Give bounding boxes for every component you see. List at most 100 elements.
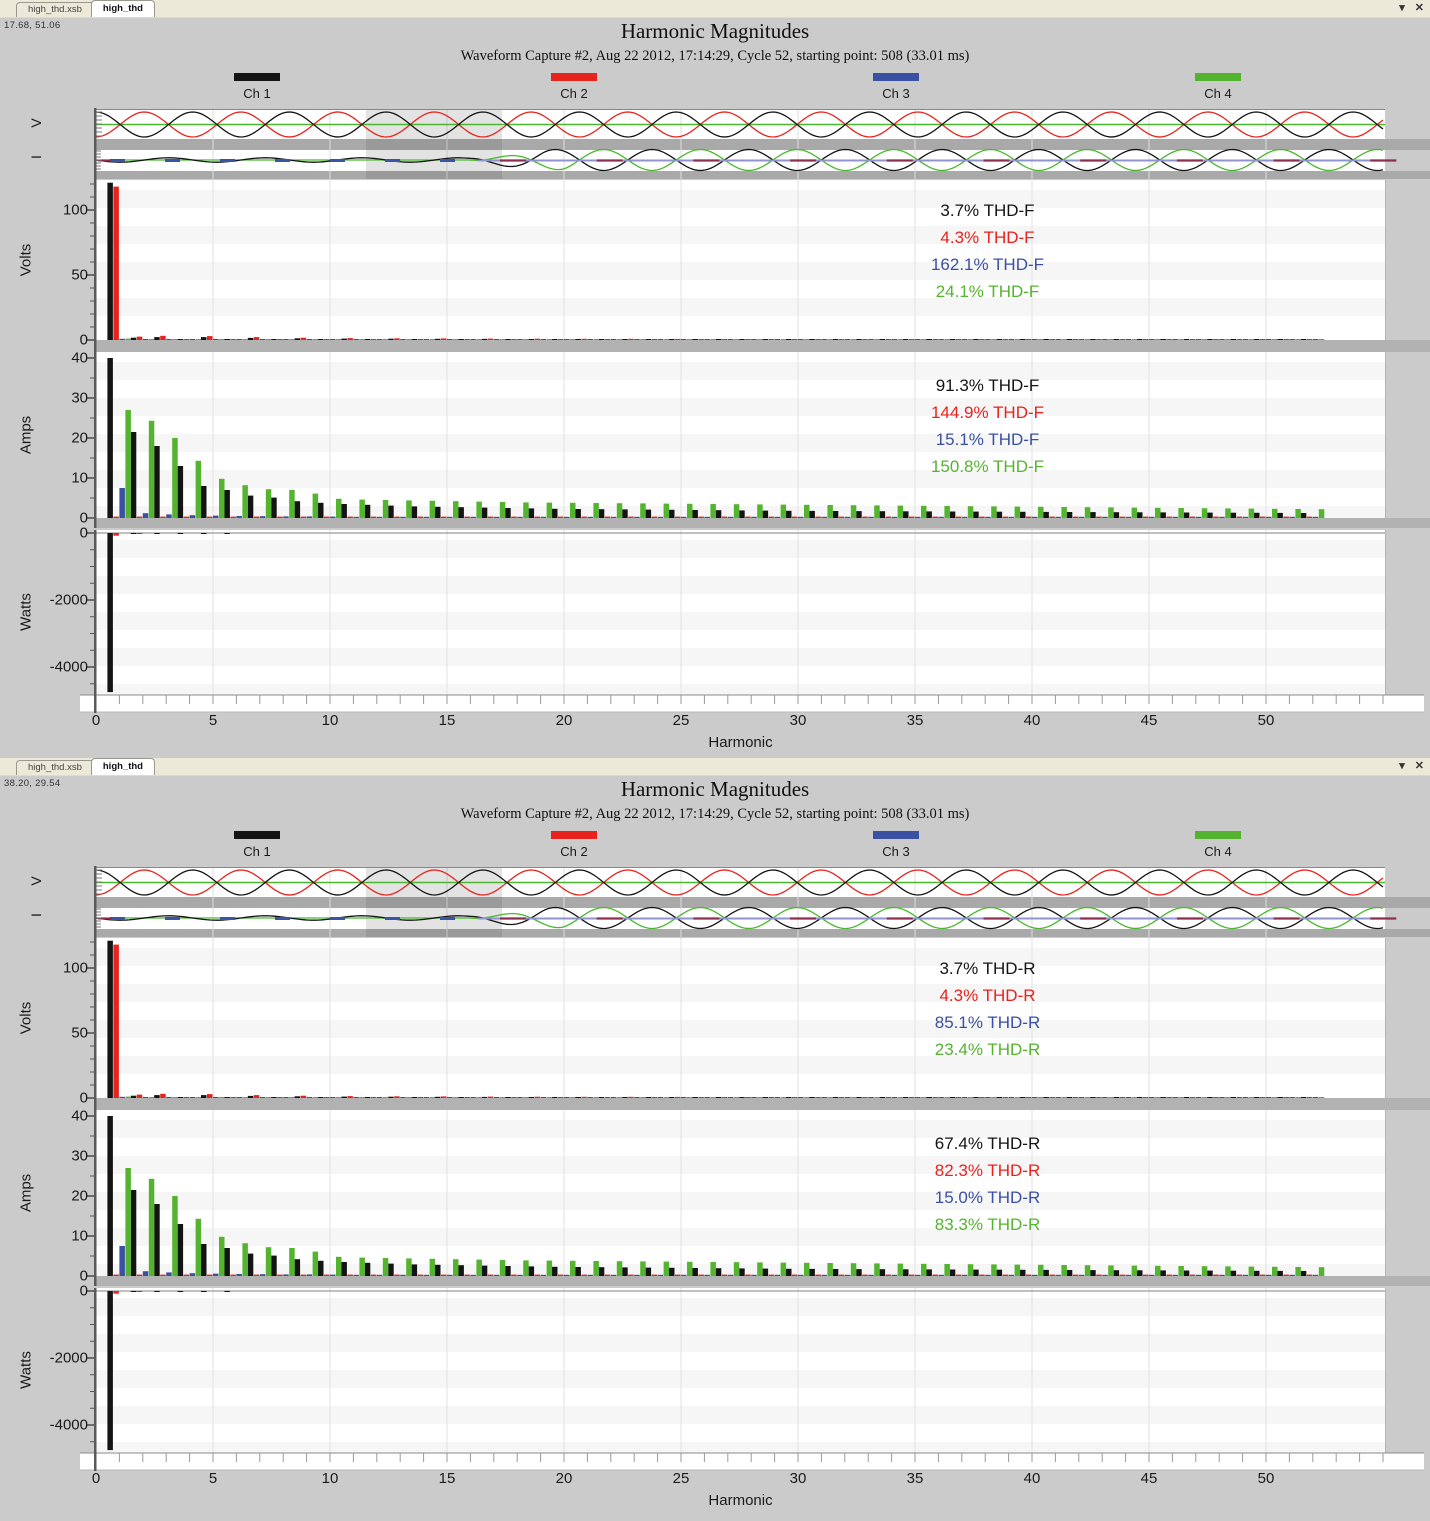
i-wave-ch4	[96, 906, 1384, 930]
volts-bars-ch1	[107, 940, 1307, 1098]
watts-bars-ch2	[113, 1291, 143, 1294]
x-tick-label: 45	[1140, 1470, 1158, 1487]
amps-bars-ch2	[113, 1274, 1313, 1276]
tab-high-thd[interactable]: high_thd	[90, 758, 155, 775]
volts-chart[interactable]	[0, 180, 1430, 352]
window-buttons: ▾ ✕	[1399, 759, 1424, 773]
selected-cycle-region[interactable]	[366, 868, 502, 937]
legend-swatch-ch3	[873, 73, 919, 81]
volts-bars-ch2	[113, 186, 1313, 341]
legend-item-ch4: Ch 4	[1183, 73, 1253, 101]
dropdown-arrow-icon[interactable]: ▾	[1399, 2, 1405, 14]
cursor-coordinates: 17.68, 51.06	[4, 20, 61, 31]
y-tick-label: 0	[79, 331, 88, 349]
y-tick-label: 20	[71, 429, 88, 447]
legend-label-ch2: Ch 2	[560, 86, 588, 101]
thd-value-ch4: 24.1% THD-F	[935, 282, 1040, 301]
tab-high-thd-xsb[interactable]: high_thd.xsb	[16, 760, 94, 775]
x-axis-title: Harmonic	[708, 1492, 773, 1509]
y-tick-label: 40	[71, 1107, 88, 1125]
waveform-capture-strip[interactable]	[0, 108, 1430, 180]
volts-bars-ch1	[107, 182, 1307, 340]
legend-item-ch3: Ch 3	[861, 831, 931, 859]
volts-chart[interactable]	[0, 938, 1430, 1110]
legend-swatch-ch4	[1195, 73, 1241, 81]
legend-swatch-ch4	[1195, 831, 1241, 839]
y-tick-label: -4000	[49, 1416, 88, 1434]
y-tick-label: 0	[79, 1282, 88, 1300]
thd-value-ch2: 82.3% THD-R	[934, 1161, 1041, 1180]
x-tick-label: 20	[555, 1470, 573, 1487]
watts-bars-ch1	[107, 1291, 230, 1451]
thd-value-ch1: 67.4% THD-R	[934, 1134, 1041, 1153]
x-tick-label: 30	[789, 1470, 807, 1487]
dropdown-arrow-icon[interactable]: ▾	[1399, 760, 1405, 772]
thd-value-ch2: 4.3% THD-F	[940, 228, 1035, 247]
close-icon[interactable]: ✕	[1414, 2, 1424, 14]
y-tick-label: 0	[79, 1089, 88, 1107]
amps-bars-ch1	[107, 1116, 1307, 1276]
thd-value-ch3: 85.1% THD-R	[934, 1013, 1041, 1032]
y-tick-label: 10	[71, 1227, 88, 1245]
harmonics-panel-bottom: high_thd.xsb high_thd ▾ ✕ 38.20, 29.54 H…	[0, 758, 1430, 1521]
volts-thd-annotations: 3.7% THD-F 4.3% THD-F 162.1% THD-F 24.1%…	[845, 197, 1130, 305]
thd-value-ch4: 83.3% THD-R	[934, 1215, 1041, 1234]
legend-swatch-ch2	[551, 73, 597, 81]
x-tick-label: 0	[91, 712, 101, 729]
i-wave-ch1	[95, 148, 1384, 172]
volts-bars-ch3	[119, 338, 1319, 340]
thd-value-ch4: 150.8% THD-F	[930, 457, 1045, 476]
selected-cycle-region[interactable]	[366, 110, 502, 179]
tab-bar: high_thd.xsb high_thd ▾ ✕	[0, 758, 1430, 776]
y-tick-label: -4000	[49, 658, 88, 676]
volts-bars-ch2	[113, 944, 1313, 1099]
amps-thd-annotations: 91.3% THD-F 144.9% THD-F 15.1% THD-F 150…	[845, 372, 1130, 480]
x-tick-label: 50	[1257, 1470, 1275, 1487]
legend-item-ch1: Ch 1	[222, 831, 292, 859]
watts-bars-ch1	[107, 533, 230, 693]
x-tick-label: 5	[208, 712, 218, 729]
x-tick-label: 40	[1023, 1470, 1041, 1487]
volts-bars-ch4	[125, 1096, 1325, 1098]
legend-item-ch3: Ch 3	[861, 73, 931, 101]
amps-chart[interactable]	[0, 1110, 1430, 1286]
x-tick-label: 10	[321, 712, 339, 729]
x-tick-label: 35	[906, 712, 924, 729]
legend-swatch-ch1	[234, 831, 280, 839]
watts-chart[interactable]	[0, 530, 1430, 713]
i-wave-ch4	[96, 148, 1384, 172]
thd-value-ch2: 144.9% THD-F	[930, 403, 1045, 422]
thd-value-ch3: 15.0% THD-R	[934, 1188, 1041, 1207]
watts-bars-ch2	[113, 533, 143, 536]
y-tick-label: 30	[71, 389, 88, 407]
x-tick-label: 45	[1140, 712, 1158, 729]
x-tick-label: 30	[789, 712, 807, 729]
close-icon[interactable]: ✕	[1414, 760, 1424, 772]
amps-bars-ch1	[107, 358, 1307, 518]
window-buttons: ▾ ✕	[1399, 1, 1424, 15]
x-tick-label: 5	[208, 1470, 218, 1487]
chart-title: Harmonic Magnitudes	[620, 19, 810, 43]
harmonics-panel-top: high_thd.xsb high_thd ▾ ✕ 17.68, 51.06 H…	[0, 0, 1430, 758]
tab-bar: high_thd.xsb high_thd ▾ ✕	[0, 0, 1430, 18]
y-tick-label: -2000	[49, 1349, 88, 1367]
waveform-capture-strip[interactable]	[0, 866, 1430, 938]
volts-bars-ch3	[119, 1096, 1319, 1098]
legend-label-ch3: Ch 3	[882, 86, 910, 101]
tab-high-thd[interactable]: high_thd	[90, 0, 155, 17]
y-tick-label: 50	[71, 1024, 88, 1042]
x-tick-label: 35	[906, 1470, 924, 1487]
x-tick-label: 50	[1257, 712, 1275, 729]
amps-bars-ch3	[119, 488, 1319, 518]
legend-swatch-ch2	[551, 831, 597, 839]
amps-chart[interactable]	[0, 352, 1430, 528]
legend-swatch-ch1	[234, 73, 280, 81]
thd-value-ch4: 23.4% THD-R	[934, 1040, 1041, 1059]
watts-chart[interactable]	[0, 1288, 1430, 1471]
y-tick-label: 0	[79, 509, 88, 527]
v-wave-ch2	[95, 111, 1384, 138]
tab-high-thd-xsb[interactable]: high_thd.xsb	[16, 2, 94, 17]
v-wave-ch1	[95, 111, 1384, 138]
legend-item-ch2: Ch 2	[539, 831, 609, 859]
y-tick-label: 10	[71, 469, 88, 487]
